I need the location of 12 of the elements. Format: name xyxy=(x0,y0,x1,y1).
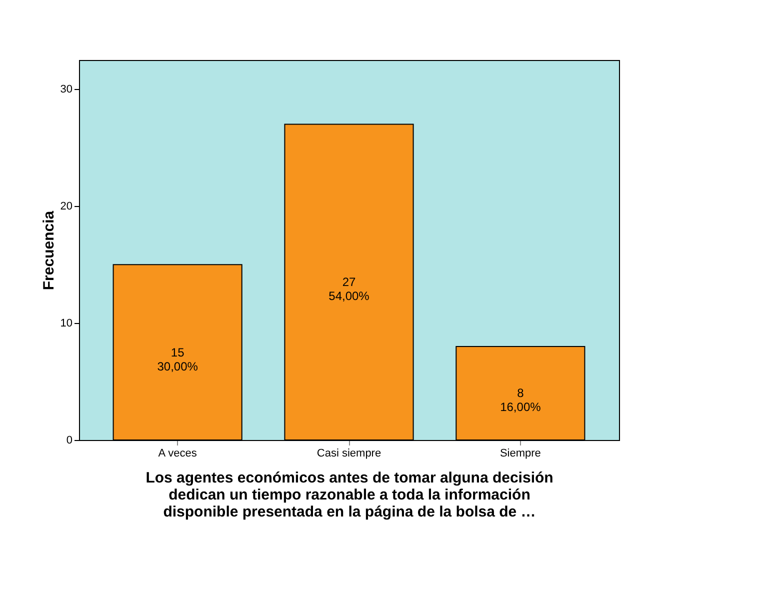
x-tick-label: Siempre xyxy=(500,448,541,460)
data-label: 8 16,00% xyxy=(500,386,542,414)
data-label: 27 54,00% xyxy=(328,275,370,304)
y-tick-label: 30 xyxy=(60,84,72,96)
data-label: 15 30,00% xyxy=(157,345,198,374)
x-axis-title: Los agentes económicos antes de tomar alguna decisión dedican un tiempo razonable a toda la información disponible presentada en la página de la bolsa de … xyxy=(146,470,554,520)
y-axis-title: Frecuencia xyxy=(40,210,58,290)
x-tick-label: A veces xyxy=(158,448,198,460)
y-tick-label: 0 xyxy=(66,434,72,446)
x-tick-label: Casi siempre xyxy=(316,448,382,460)
y-tick-label: 10 xyxy=(60,318,72,330)
y-tick-label: 20 xyxy=(60,200,72,213)
